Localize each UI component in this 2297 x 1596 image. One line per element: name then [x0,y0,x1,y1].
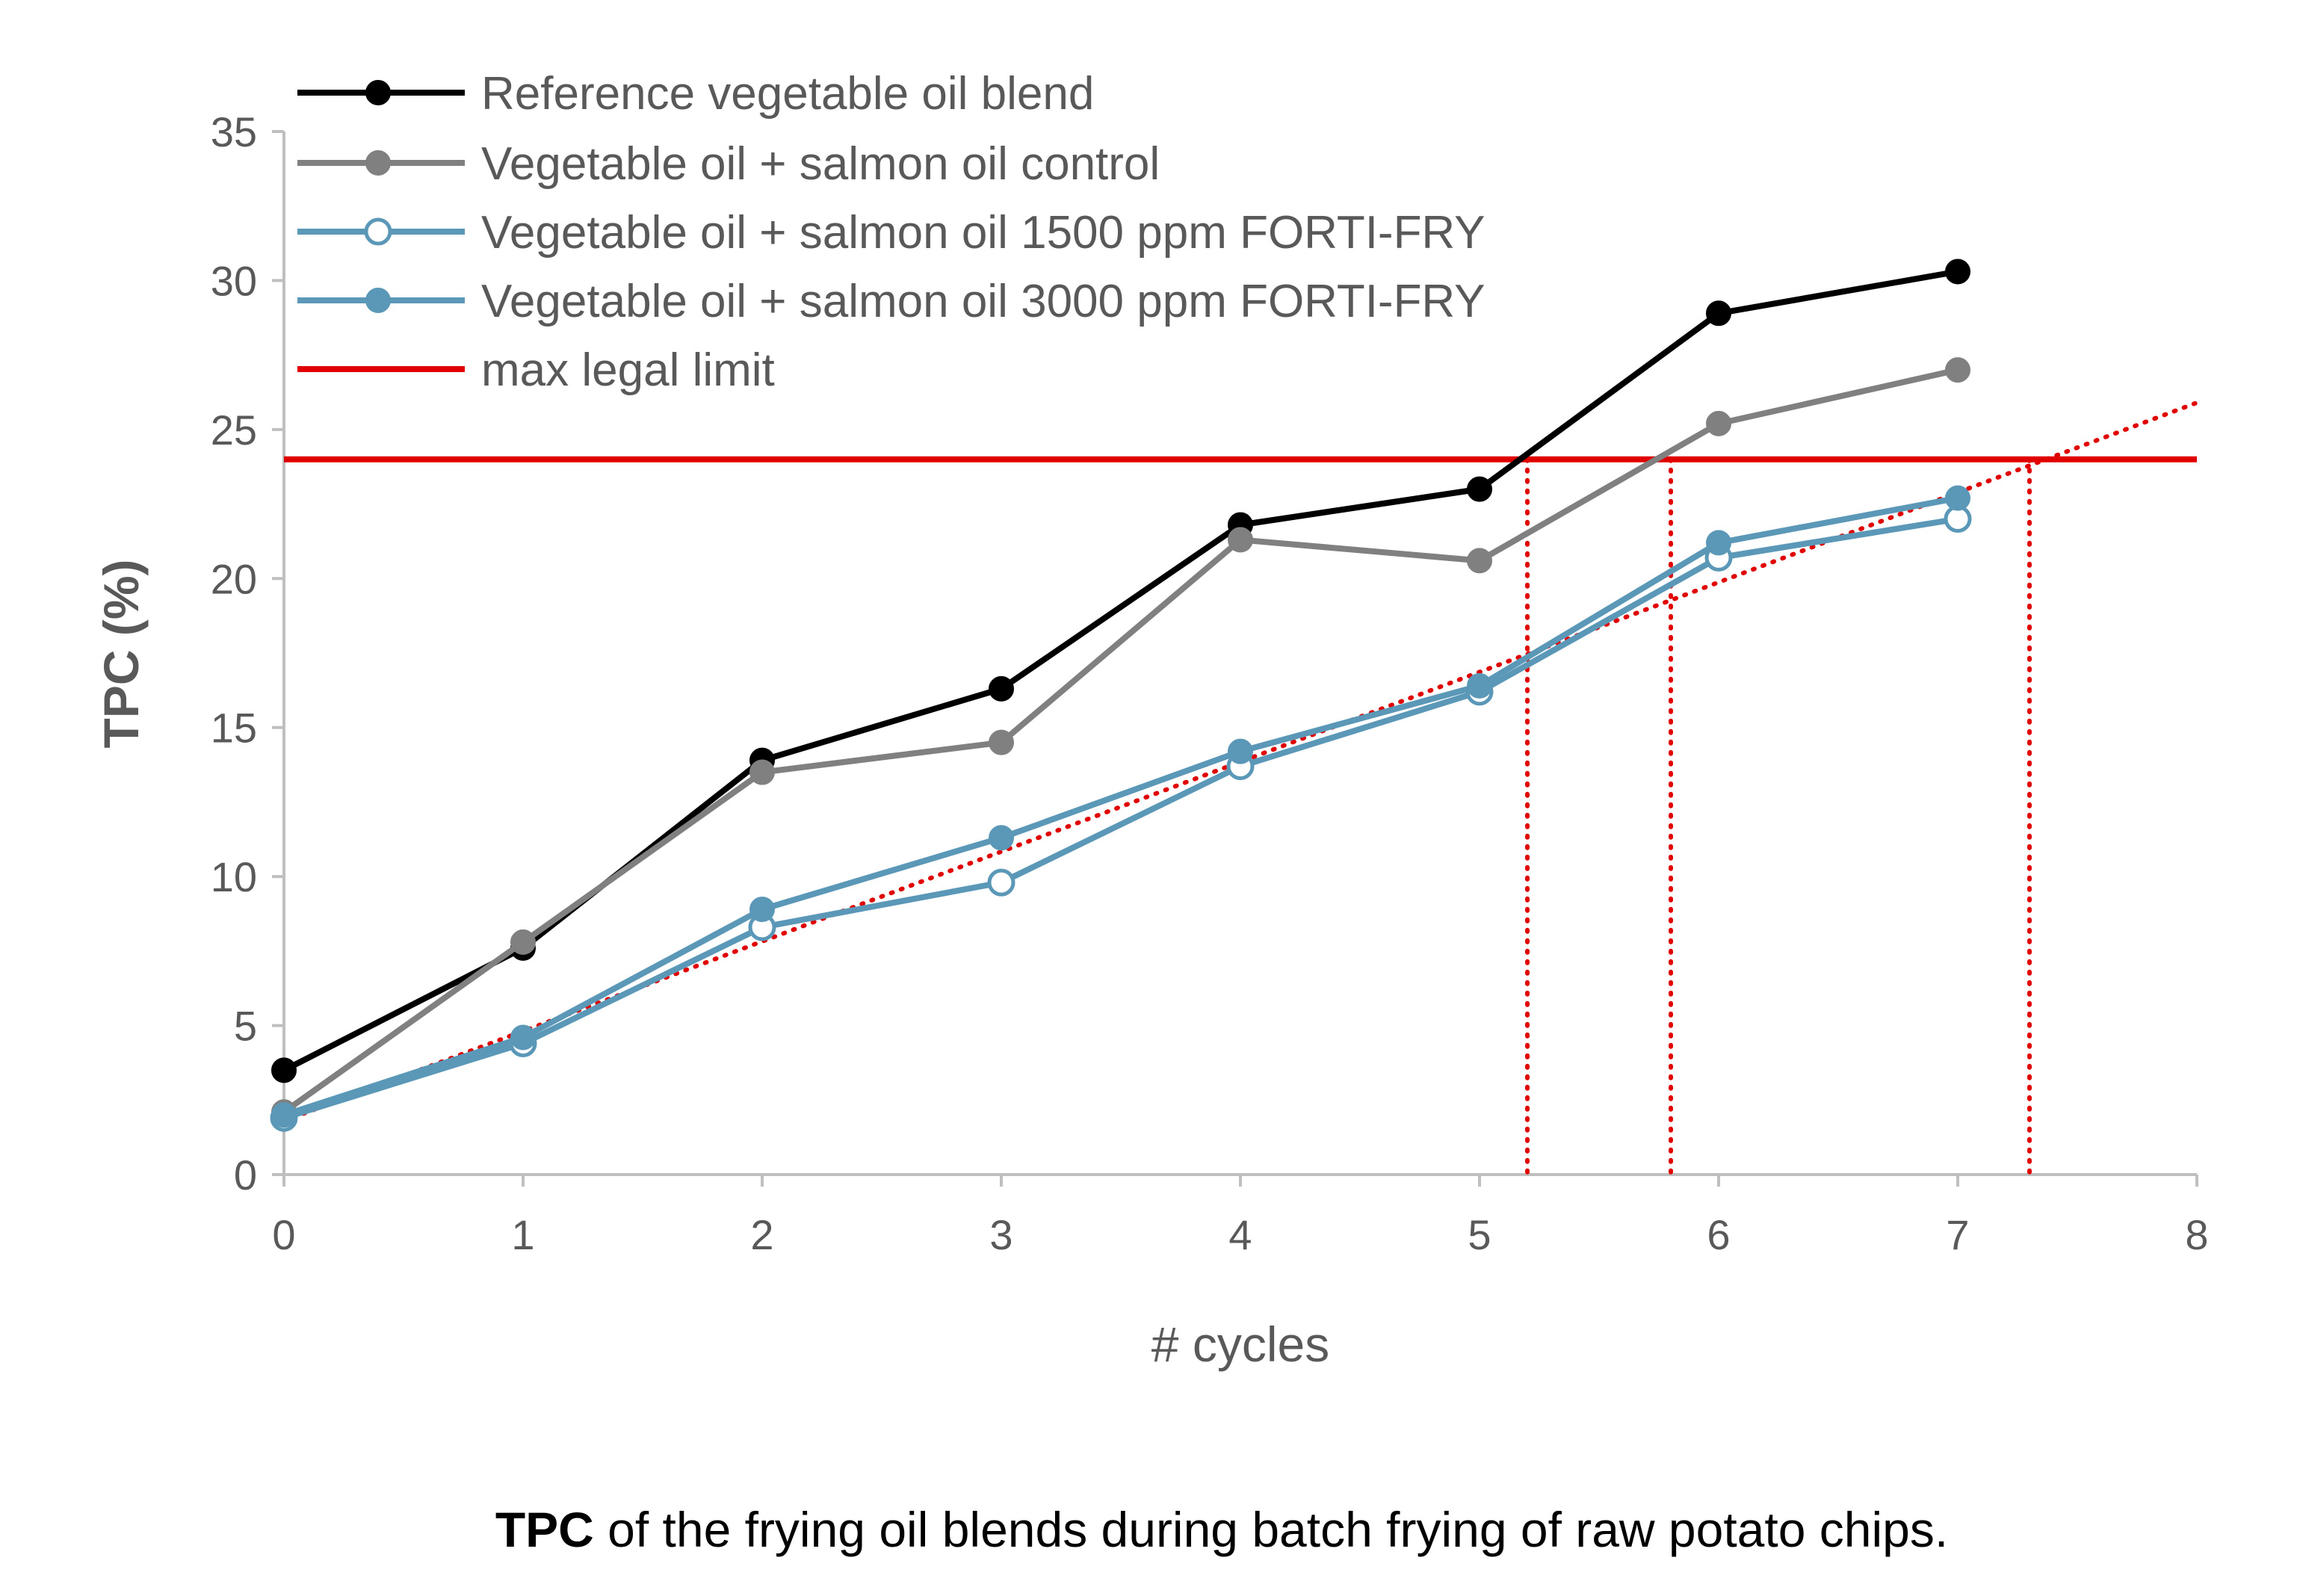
x-tick-label: 4 [1228,1211,1252,1258]
data-point-0 [1706,300,1731,327]
legend-label-1: Vegetable oil + salmon oil control [481,138,1160,190]
x-tick-label: 0 [272,1211,295,1258]
x-tick-label: 8 [2185,1211,2208,1258]
series-line-1 [282,367,1959,1115]
y-tick-label: 15 [211,705,257,752]
x-tick-label: 1 [511,1211,534,1258]
series-line-2 [282,516,1959,1122]
data-point-3 [1945,485,1970,511]
data-point-3 [510,1024,536,1051]
chart-caption: TPC of the frying oil blends during batc… [495,1502,1948,1557]
data-point-1 [510,929,536,955]
x-tick-label: 7 [1946,1211,1969,1258]
data-point-3 [1228,738,1253,764]
y-tick-label: 0 [234,1151,257,1198]
data-point-3 [271,1102,297,1128]
data-point-2 [987,868,1015,897]
data-point-1 [1467,548,1492,574]
data-point-0 [989,675,1014,702]
legend-marker-0 [365,80,391,105]
legend-label-4: max legal limit [481,344,775,396]
y-tick-label: 35 [211,108,257,155]
data-point-1 [1945,357,1970,383]
data-point-1 [749,759,775,785]
y-tick-label: 5 [234,1003,257,1050]
caption-bold: TPC [495,1502,594,1557]
data-point-3 [989,825,1014,851]
x-tick-label: 5 [1468,1211,1491,1258]
data-point-3 [1467,672,1492,699]
data-point-1 [1228,527,1253,553]
legend-label-3: Vegetable oil + salmon oil 3000 ppm FORT… [481,276,1485,327]
x-tick-label: 3 [989,1211,1013,1258]
y-axis-label: TPC (%) [93,560,149,749]
x-axis-label: # cycles [1151,1317,1329,1372]
legend: Reference vegetable oil blend Vegetable o… [297,68,1485,396]
legend-label-2: Vegetable oil + salmon oil 1500 ppm FORT… [481,207,1485,259]
legend-marker-1 [365,150,391,176]
series-line-3 [282,495,1959,1119]
data-point-1 [989,729,1014,755]
plot-area [270,259,2199,1177]
y-tick-label: 25 [211,406,257,454]
data-point-0 [1945,259,1970,285]
data-point-1 [1706,410,1731,436]
y-tick-label: 20 [211,555,257,602]
y-tick-label: 30 [211,257,257,304]
x-tick-label: 6 [1707,1211,1730,1258]
data-point-0 [271,1057,297,1083]
y-tick-label: 10 [211,853,257,900]
data-point-0 [1467,476,1492,502]
legend-marker-2 [364,217,392,246]
data-point-3 [749,897,775,923]
x-tick-label: 2 [750,1211,773,1258]
axes: 0 1 2 3 4 5 6 7 8 0 5 10 15 20 25 30 35 [211,108,2209,1258]
legend-label-0: Reference vegetable oil blend [481,68,1094,120]
legend-marker-3 [365,288,391,313]
data-point-3 [1706,530,1731,556]
caption-rest: of the frying oil blends during batch fr… [594,1502,1948,1557]
